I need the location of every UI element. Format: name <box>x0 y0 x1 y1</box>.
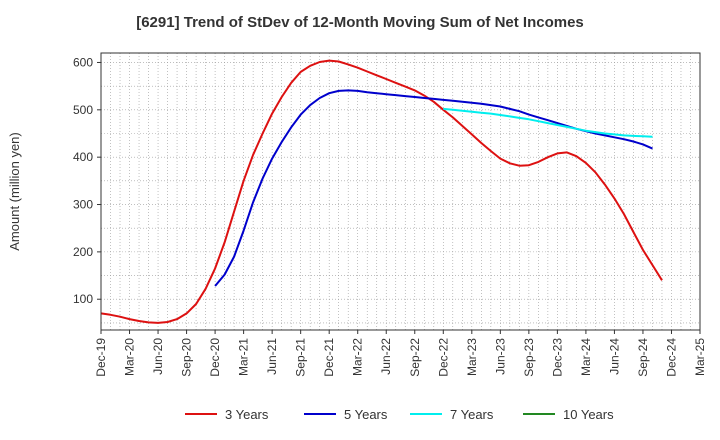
x-tick-label: Jun-21 <box>265 338 279 375</box>
y-tick-label: 200 <box>73 245 93 259</box>
y-axis-ticks: 100 200 300 400 500 600 <box>73 55 101 306</box>
x-tick-label: Sep-23 <box>522 338 536 377</box>
x-tick-label: Sep-20 <box>180 338 194 377</box>
legend: 3 Years 5 Years 7 Years 10 Years <box>185 407 614 422</box>
y-tick-label: 600 <box>73 55 93 69</box>
y-tick-label: 300 <box>73 198 93 212</box>
x-tick-label: Dec-23 <box>550 338 564 377</box>
x-tick-label: Dec-20 <box>208 338 222 377</box>
x-tick-label: Sep-24 <box>636 338 650 377</box>
x-tick-label: Mar-23 <box>465 338 479 376</box>
x-tick-label: Jun-20 <box>151 338 165 375</box>
x-tick-label: Mar-20 <box>123 338 137 376</box>
x-tick-label: Mar-25 <box>693 338 707 376</box>
legend-label-3-years: 3 Years <box>225 407 269 422</box>
legend-label-10-years: 10 Years <box>563 407 614 422</box>
y-tick-label: 100 <box>73 292 93 306</box>
y-tick-label: 400 <box>73 150 93 164</box>
x-tick-label: Sep-21 <box>294 338 308 377</box>
x-tick-label: Mar-24 <box>579 338 593 376</box>
series-line-3-years <box>100 59 663 324</box>
x-tick-label: Sep-22 <box>408 338 422 377</box>
x-tick-label: Dec-21 <box>322 338 336 377</box>
plot-frame <box>100 52 701 331</box>
legend-label-7-years: 7 Years <box>450 407 494 422</box>
x-tick-label: Mar-22 <box>351 338 365 376</box>
legend-label-5-years: 5 Years <box>344 407 388 422</box>
x-tick-label: Dec-22 <box>436 338 450 377</box>
x-tick-label: Dec-24 <box>664 338 678 377</box>
series-lines <box>100 59 663 324</box>
x-axis-ticks: Dec-19 Mar-20 Jun-20 Sep-20 Dec-20 Mar-21 Jun-… <box>94 330 707 377</box>
x-tick-label: Jun-23 <box>493 338 507 375</box>
y-axis-title: Amount (million yen) <box>7 132 22 251</box>
x-tick-label: Jun-24 <box>607 338 621 375</box>
chart-title: [6291] Trend of StDev of 12-Month Moving… <box>136 14 584 31</box>
x-tick-label: Dec-19 <box>94 338 108 377</box>
x-tick-label: Jun-22 <box>379 338 393 375</box>
x-tick-label: Mar-21 <box>237 338 251 376</box>
y-tick-label: 500 <box>73 103 93 117</box>
series-line-7-years <box>443 107 653 138</box>
grid <box>101 53 700 330</box>
